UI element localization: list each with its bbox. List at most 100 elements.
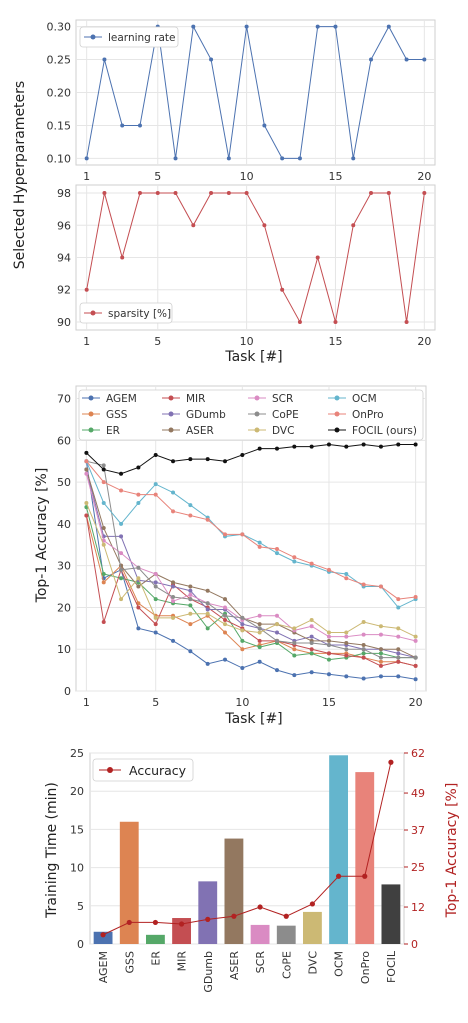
legend-label: OnPro [352, 409, 384, 421]
data-point [274, 630, 279, 635]
x-tick-label: FOCIL [385, 950, 398, 983]
legend-label: GSS [106, 409, 128, 421]
data-point [369, 57, 374, 62]
bar-gdumb [198, 881, 218, 944]
x-tick-label: 1 [83, 335, 90, 348]
data-point [413, 594, 418, 599]
data-point [396, 626, 401, 631]
data-point [378, 663, 383, 668]
data-point [188, 649, 193, 654]
legend-swatch-marker [90, 310, 96, 316]
x-tick-label: GSS [123, 951, 136, 974]
series-line-agem [85, 461, 416, 680]
bar-cope [276, 925, 296, 944]
y-tick-label: 25 [70, 747, 84, 760]
y-tick-label: 0 [64, 685, 71, 698]
data-point [378, 651, 383, 656]
data-point [223, 613, 228, 618]
legend-swatch-marker [88, 411, 94, 417]
data-point [378, 444, 383, 449]
series-line-learning-rate [86, 24, 425, 159]
data-point [171, 615, 176, 620]
data-point [188, 503, 193, 508]
data-point [413, 634, 418, 639]
data-point [136, 492, 141, 497]
data-point [274, 446, 279, 451]
data-point [292, 653, 297, 658]
y2-tick-label: 37 [411, 824, 425, 837]
data-point [155, 191, 160, 196]
series-line-mir [85, 515, 416, 667]
data-point [188, 513, 193, 518]
bar-mir [172, 918, 192, 944]
data-point [262, 123, 267, 128]
data-point [309, 670, 314, 675]
series-line-focil-ours- [86, 443, 416, 475]
data-point [344, 630, 349, 635]
data-point [119, 488, 124, 493]
data-point [361, 651, 366, 656]
y-tick-label: 0.10 [47, 152, 72, 165]
data-point [361, 643, 366, 648]
accuracy-line [102, 762, 392, 936]
legend-swatch-marker [254, 411, 260, 417]
x-tick-label: AGEM [97, 951, 110, 983]
data-point [344, 647, 349, 652]
data-point [257, 630, 262, 635]
data-point [297, 319, 302, 324]
x-tick-label: 20 [417, 170, 431, 183]
data-point [240, 647, 245, 652]
data-point [404, 319, 409, 324]
data-point [84, 156, 89, 161]
data-point [240, 452, 245, 457]
data-point [326, 651, 331, 656]
data-point [292, 555, 297, 560]
data-point [422, 57, 427, 62]
legend-swatch-marker [107, 767, 113, 773]
data-point [240, 638, 245, 643]
data-point [205, 457, 210, 462]
data-point [188, 588, 193, 593]
data-point [171, 594, 176, 599]
y-tick-label: 0 [77, 938, 84, 951]
data-point [262, 223, 267, 228]
legend-label: learning rate [108, 32, 176, 44]
y-tick-label: 10 [57, 643, 71, 656]
data-point [188, 611, 193, 616]
data-point [171, 599, 176, 604]
data-point [84, 513, 89, 518]
data-point [344, 653, 349, 658]
data-point [136, 465, 141, 470]
data-point [240, 532, 245, 537]
data-point [223, 597, 228, 602]
panel-training-time: 0 5 10 15 20 25 0 12 25 37 49 62 AGEM GSS ER MIR GDumb AS… [70, 747, 425, 993]
data-point [101, 480, 106, 485]
data-point [396, 659, 401, 664]
data-point [153, 580, 158, 585]
x-tick-label: 15 [328, 170, 342, 183]
data-point [153, 482, 158, 487]
data-point [413, 663, 418, 668]
data-point [257, 544, 262, 549]
data-point [257, 446, 262, 451]
legend-label: MIR [186, 393, 205, 405]
data-point [136, 500, 141, 505]
y-axis-label-accuracy: Top-1 Accuracy [%] [34, 468, 50, 604]
y2-tick-label: 62 [411, 747, 425, 760]
y2-axis-label-accuracy: Top-1 Accuracy [%] [444, 783, 460, 919]
data-point [315, 24, 320, 29]
bar-onpro [355, 772, 375, 944]
data-point [84, 287, 89, 292]
data-point [226, 156, 231, 161]
data-point [257, 622, 262, 627]
data-point [191, 24, 196, 29]
data-point [205, 601, 210, 606]
data-point [153, 615, 158, 620]
y-tick-label: 70 [57, 393, 71, 406]
data-point [173, 156, 178, 161]
legend-label: DVC [272, 425, 294, 437]
data-point [326, 630, 331, 635]
bar-er [145, 934, 165, 944]
data-point [188, 622, 193, 627]
